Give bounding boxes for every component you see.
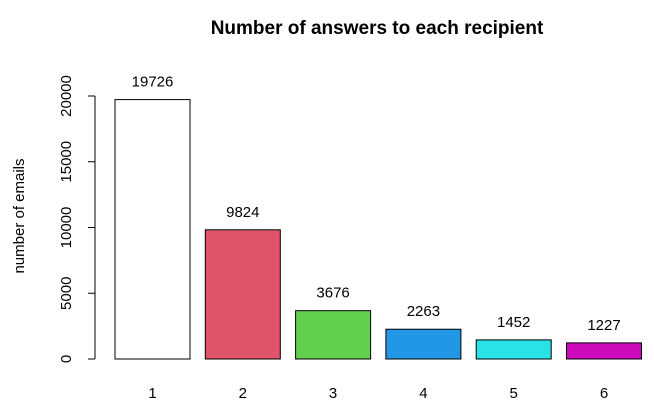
bar-value-label: 3676: [316, 285, 349, 302]
bar-3: [295, 310, 372, 360]
x-tick-labels: 1 2 3 4 5 6: [148, 385, 608, 402]
y-tick-label: 0: [58, 355, 75, 363]
x-tick-label: 5: [510, 385, 518, 402]
bar-value-label: 2263: [407, 303, 440, 320]
bar-6: [566, 342, 642, 360]
bars: [114, 99, 642, 360]
y-axis-label: number of emails: [11, 158, 28, 273]
x-tick-label: 1: [148, 385, 156, 402]
bar-4: [385, 328, 462, 360]
bar-value-label: 19726: [132, 74, 174, 91]
bar-value-label: 9824: [226, 204, 259, 221]
chart-title: Number of answers to each recipient: [211, 18, 544, 39]
bar-1: [114, 99, 191, 360]
bar-value-label: 1452: [497, 314, 530, 331]
bar-5: [475, 339, 552, 360]
value-labels: 19726 9824 3676 2263 1452 1227: [132, 74, 621, 334]
bar-2: [204, 229, 281, 360]
x-tick-label: 4: [419, 385, 427, 402]
y-tick-label: 10000: [58, 207, 75, 249]
y-axis: 0 5000 10000 15000 20000: [58, 75, 96, 363]
y-tick-label: 15000: [58, 141, 75, 183]
x-tick-label: 6: [600, 385, 608, 402]
x-tick-label: 2: [239, 385, 247, 402]
y-tick-label: 20000: [58, 75, 75, 117]
y-tick-label: 5000: [58, 277, 75, 310]
x-tick-label: 3: [329, 385, 337, 402]
bar-value-label: 1227: [587, 317, 620, 334]
